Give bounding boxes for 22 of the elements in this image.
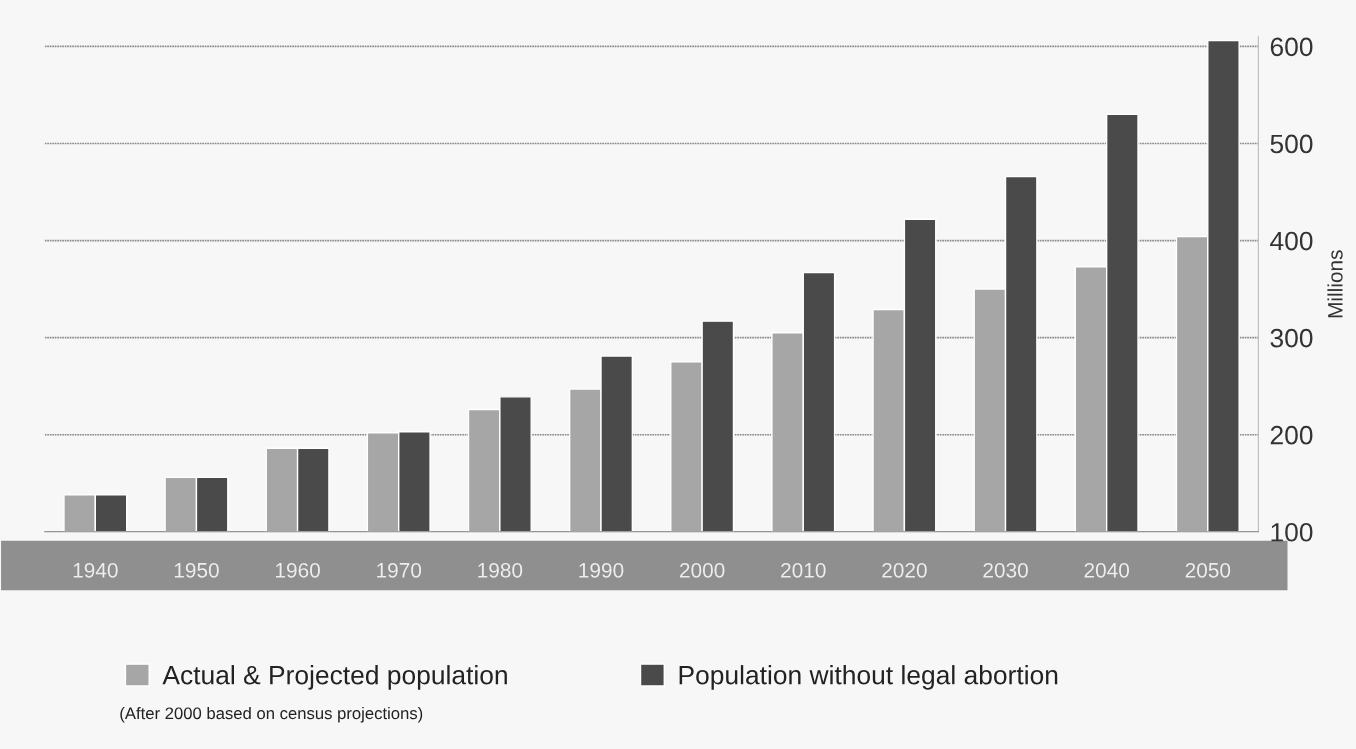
- x-tick-label: 2010: [781, 562, 826, 578]
- y-tick-label: 100: [1271, 522, 1313, 542]
- y-tick-label: 400: [1270, 231, 1313, 251]
- x-tick-label: 1980: [478, 562, 523, 578]
- x-tick-label: 1990: [579, 562, 624, 578]
- text: (After 2000 based on census projections): [120, 706, 423, 723]
- y-axis-title: Millions: [1327, 250, 1343, 318]
- x-tick-label: 2020: [882, 562, 927, 578]
- legend-label: Actual & Projected population: [162, 665, 507, 690]
- x-tick-label: 2000: [680, 562, 725, 578]
- x-tick-label: 1940: [73, 562, 118, 578]
- x-tick-label: 2050: [1185, 562, 1231, 578]
- legend-label: Population without legal abortion: [679, 665, 1058, 690]
- x-tick-label: 1950: [174, 562, 219, 578]
- y-tick-label: 300: [1270, 328, 1313, 348]
- y-tick-label: 200: [1270, 425, 1313, 445]
- x-tick-label: 1960: [276, 562, 320, 578]
- x-tick-label: 1970: [377, 562, 422, 578]
- x-tick-label: 2030: [983, 562, 1028, 578]
- y-tick-label: 600: [1270, 37, 1313, 57]
- y-tick-label: 500: [1270, 134, 1313, 154]
- x-tick-label: 2040: [1084, 562, 1130, 578]
